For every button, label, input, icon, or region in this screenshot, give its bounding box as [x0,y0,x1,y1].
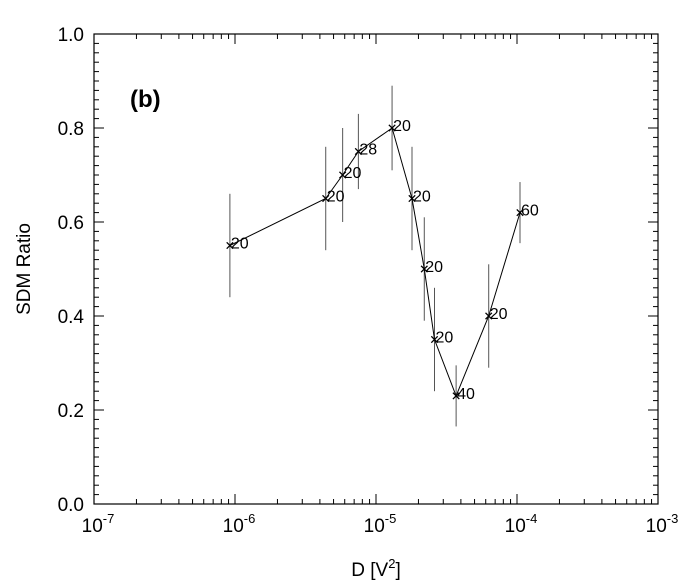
data-point [408,194,416,203]
point-count-label: 20 [344,165,362,182]
point-count-label: 20 [413,189,431,206]
series-line [229,127,521,398]
point-count-label: 60 [521,203,539,220]
point-count-label: 20 [231,236,249,253]
data-point [338,171,347,179]
data-point [388,124,396,132]
data-point [430,335,439,344]
data-point [354,147,363,156]
data-point [226,241,234,250]
x-tick-label: 10-4 [505,511,538,537]
x-tick-label: 10-5 [364,511,397,537]
y-tick-labels: 0.0 0.2 0.4 0.6 0.8 1.0 [58,25,85,516]
data-point [420,265,428,273]
y-tick-label: 0.4 [58,307,85,328]
plot-frame [93,33,659,505]
x-tick-label: 10-7 [82,511,115,537]
y-tick-label: 0.6 [58,213,84,234]
point-count-label: 20 [436,330,454,347]
point-count-label: 20 [490,306,508,323]
markers [226,124,524,400]
data-point [322,194,330,203]
error-bars [229,85,521,427]
y-tick-label: 0.8 [58,119,84,140]
x-axis-label: D [V2] [351,556,400,581]
point-count-label: 28 [359,142,377,159]
data-point [516,208,524,217]
point-count-label: 20 [425,259,443,276]
x-tick-labels: 10-7 10-6 10-5 10-4 10-3 [82,511,679,537]
panel-label: (b) [130,86,161,113]
data-point [452,392,460,400]
axis-ticks [93,33,659,505]
data-point [485,312,493,320]
point-count-label: 40 [457,386,475,403]
x-tick-label: 10-3 [646,511,679,537]
point-count-label: 20 [393,118,411,135]
y-tick-label: 1.0 [58,25,84,46]
y-axis-label: SDM Ratio [14,223,35,315]
point-labels: 20 20 20 28 20 20 20 20 40 20 60 [231,118,539,403]
y-tick-label: 0.2 [58,401,84,422]
y-tick-label: 0.0 [58,495,84,516]
x-tick-label: 10-6 [223,511,256,537]
point-count-label: 20 [327,189,345,206]
